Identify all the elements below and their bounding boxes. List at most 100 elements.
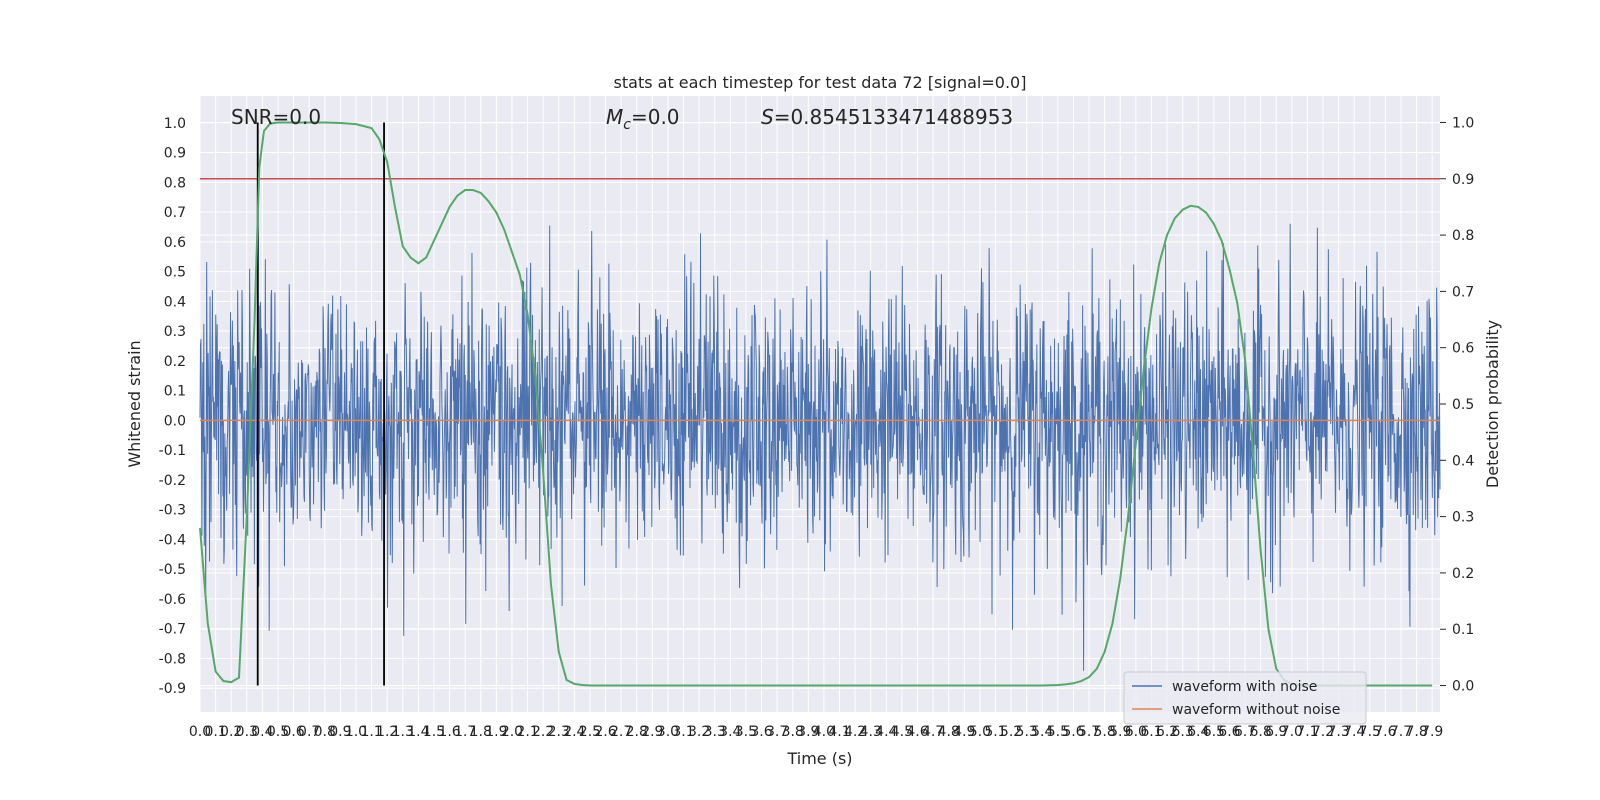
x-tick-label: 1.0 bbox=[345, 724, 367, 740]
x-tick-label: 5.2 bbox=[1000, 724, 1022, 740]
x-tick-label: 5.4 bbox=[1031, 724, 1053, 740]
y-tick-label: 0.0 bbox=[164, 413, 186, 429]
x-tick-label: 6.0 bbox=[1125, 724, 1147, 740]
x-tick-label: 2.4 bbox=[563, 724, 585, 740]
chart-title: stats at each timestep for test data 72 … bbox=[614, 73, 1027, 92]
x-tick-label: 6.9 bbox=[1265, 724, 1287, 740]
s-value: =0.8545133471488953 bbox=[774, 105, 1013, 129]
x-tick-label: 3.4 bbox=[719, 724, 741, 740]
x-tick-label: 2.5 bbox=[579, 724, 601, 740]
y-tick-label: -0.7 bbox=[159, 622, 186, 638]
x-tick-label: 1.1 bbox=[360, 724, 382, 740]
y2-tick-label: 0.8 bbox=[1452, 228, 1474, 244]
x-tick-label: 4.9 bbox=[953, 724, 975, 740]
x-tick-label: 4.5 bbox=[891, 724, 913, 740]
x-tick-label: 7.3 bbox=[1327, 724, 1349, 740]
x-tick-label: 7.4 bbox=[1343, 724, 1365, 740]
x-tick-label: 6.6 bbox=[1218, 724, 1240, 740]
x-tick-label: 3.7 bbox=[766, 724, 788, 740]
x-tick-label: 6.2 bbox=[1156, 724, 1178, 740]
x-tick-label: 1.7 bbox=[454, 724, 476, 740]
x-tick-label: 4.0 bbox=[813, 724, 835, 740]
y-tick-label: 0.2 bbox=[164, 354, 186, 370]
x-tick-label: 6.4 bbox=[1187, 724, 1209, 740]
mc-subscript: c bbox=[623, 117, 631, 133]
x-tick-label: 0.9 bbox=[329, 724, 351, 740]
snr-annotation: SNR=0.0 bbox=[231, 105, 321, 129]
x-tick-label: 1.8 bbox=[470, 724, 492, 740]
y2-tick-label: 0.1 bbox=[1452, 622, 1474, 638]
x-tick-label: 1.2 bbox=[376, 724, 398, 740]
x-tick-label: 0.8 bbox=[314, 724, 336, 740]
x-tick-labels: 0.00.10.20.30.40.50.60.70.80.91.01.11.21… bbox=[189, 724, 1443, 740]
y-tick-label: -0.4 bbox=[159, 532, 186, 548]
x-tick-label: 3.2 bbox=[688, 724, 710, 740]
y-tick-label: 0.3 bbox=[164, 324, 186, 340]
x-tick-label: 0.5 bbox=[267, 724, 289, 740]
y2-tick-label: 0.0 bbox=[1452, 679, 1474, 695]
x-tick-label: 6.1 bbox=[1140, 724, 1162, 740]
x-tick-label: 7.7 bbox=[1390, 724, 1412, 740]
x-tick-label: 4.4 bbox=[875, 724, 897, 740]
x-tick-label: 7.8 bbox=[1405, 724, 1427, 740]
mc-symbol: M bbox=[606, 105, 623, 129]
x-tick-label: 7.6 bbox=[1374, 724, 1396, 740]
x-tick-label: 4.2 bbox=[844, 724, 866, 740]
y-tick-label: 0.4 bbox=[164, 294, 186, 310]
x-tick-label: 3.0 bbox=[657, 724, 679, 740]
y-tick-label: 0.9 bbox=[164, 146, 186, 162]
x-tick-label: 1.3 bbox=[392, 724, 414, 740]
series-waveform-with-noise bbox=[199, 206, 1441, 671]
x-tick-label: 2.7 bbox=[610, 724, 632, 740]
x-tick-label: 4.1 bbox=[828, 724, 850, 740]
mc-annotation: Mc=0.0 bbox=[606, 105, 680, 133]
y2-tick-label: 0.4 bbox=[1452, 453, 1474, 469]
x-tick-label: 1.6 bbox=[438, 724, 460, 740]
y-tick-label: -0.3 bbox=[159, 503, 186, 519]
x-tick-label: 6.5 bbox=[1203, 724, 1225, 740]
x-tick-label: 1.5 bbox=[423, 724, 445, 740]
x-tick-label: 2.9 bbox=[641, 724, 663, 740]
y2-tick-labels: 0.0 0.1 0.2 0.3 0.4 0.5 0.6 0.7 0.8 0.9 1.0 bbox=[1440, 115, 1474, 695]
y-tick-label: -0.1 bbox=[159, 443, 186, 459]
x-tick-label: 4.6 bbox=[906, 724, 928, 740]
x-tick-label: 7.0 bbox=[1281, 724, 1303, 740]
y-tick-label: 0.6 bbox=[164, 235, 186, 251]
y-tick-label: -0.6 bbox=[159, 592, 186, 608]
waveform-with-noise-line bbox=[199, 206, 1441, 671]
x-tick-label: 5.9 bbox=[1109, 724, 1131, 740]
x-tick-label: 7.5 bbox=[1359, 724, 1381, 740]
x-tick-label: 0.2 bbox=[220, 724, 242, 740]
y-tick-label: -0.9 bbox=[159, 681, 186, 697]
x-tick-label: 2.1 bbox=[516, 724, 538, 740]
x-tick-label: 5.6 bbox=[1062, 724, 1084, 740]
y-tick-label: -0.2 bbox=[159, 473, 186, 489]
x-tick-label: 2.2 bbox=[532, 724, 554, 740]
legend-label-waveform-without-noise: waveform without noise bbox=[1172, 702, 1340, 718]
y2-tick-label: 1.0 bbox=[1452, 115, 1474, 131]
y-tick-label: 1.0 bbox=[164, 116, 186, 132]
x-tick-label: 2.3 bbox=[548, 724, 570, 740]
x-tick-label: 3.8 bbox=[782, 724, 804, 740]
x-tick-label: 6.7 bbox=[1234, 724, 1256, 740]
legend: waveform with noise waveform without noi… bbox=[1123, 671, 1367, 725]
x-tick-label: 0.4 bbox=[251, 724, 273, 740]
y-tick-label: -0.5 bbox=[159, 562, 186, 578]
x-tick-label: 6.8 bbox=[1249, 724, 1271, 740]
x-tick-label: 5.5 bbox=[1047, 724, 1069, 740]
x-tick-label: 3.3 bbox=[704, 724, 726, 740]
x-tick-label: 0.6 bbox=[282, 724, 304, 740]
x-tick-label: 4.7 bbox=[922, 724, 944, 740]
y2-tick-label: 0.6 bbox=[1452, 341, 1474, 357]
x-tick-label: 3.5 bbox=[735, 724, 757, 740]
y2-tick-label: 0.2 bbox=[1452, 566, 1474, 582]
y2-tick-label: 0.9 bbox=[1452, 172, 1474, 188]
x-tick-label: 1.4 bbox=[407, 724, 429, 740]
mc-value: =0.0 bbox=[631, 105, 680, 129]
x-tick-label: 5.1 bbox=[984, 724, 1006, 740]
x-tick-label: 5.8 bbox=[1094, 724, 1116, 740]
y2-tick-label: 0.7 bbox=[1452, 284, 1474, 300]
x-tick-label: 4.8 bbox=[938, 724, 960, 740]
x-tick-label: 5.7 bbox=[1078, 724, 1100, 740]
y-tick-label: 0.7 bbox=[164, 205, 186, 221]
